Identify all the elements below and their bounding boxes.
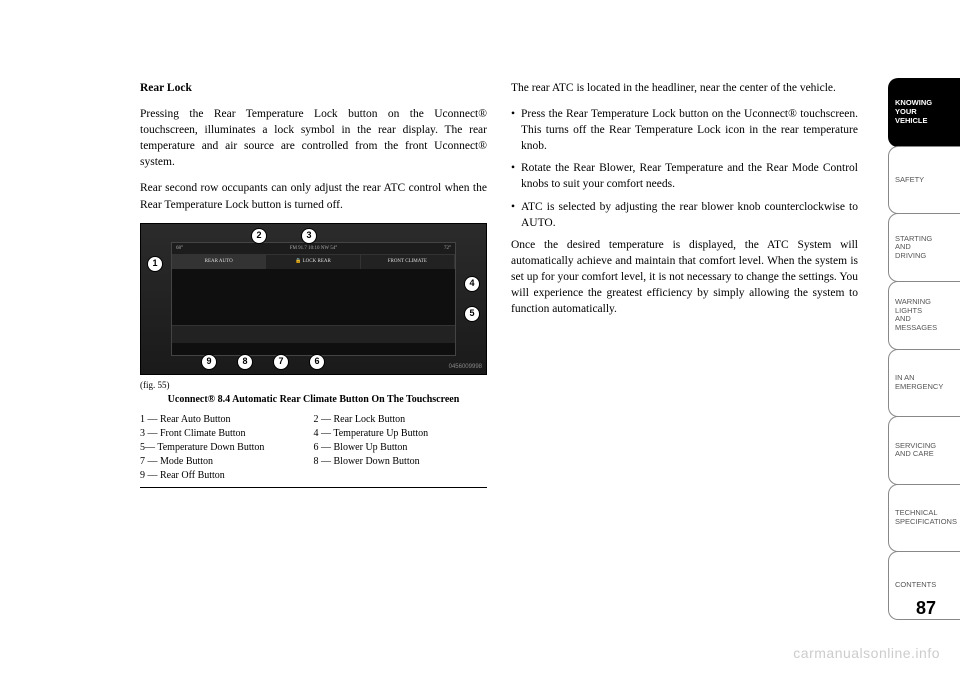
legend-item: 5— Temperature Down Button [140,441,314,455]
legend-item: 6 — Blower Up Button [314,441,488,455]
legend-item: 3 — Front Climate Button [140,427,314,441]
tab-label: SAFETY [895,176,924,185]
status-right: 72° [444,245,451,252]
legend-item: 2 — Rear Lock Button [314,413,488,427]
section-heading: Rear Lock [140,80,487,96]
touchscreen-mockup: 68° FM 91.7 10:10 NW 54° 72° REAR AUTO 🔒… [141,224,486,374]
lock-rear-tab[interactable]: 🔒 LOCK REAR [266,255,360,269]
legend-row: 9 — Rear Off Button [140,469,487,483]
tab-label: SERVICING AND CARE [895,442,936,459]
callout-3: 3 [301,228,317,244]
body-paragraph: The rear ATC is located in the headliner… [511,80,858,96]
climate-controls-area [172,269,455,325]
tab-servicing-and-care[interactable]: SERVICING AND CARE [888,416,960,485]
bullet-dot: • [511,199,521,231]
page-container: Rear Lock Pressing the Rear Temperature … [0,0,960,679]
callout-6: 6 [309,354,325,370]
figure-55: 68° FM 91.7 10:10 NW 54° 72° REAR AUTO 🔒… [140,223,487,375]
tab-label: CONTENTS [895,581,936,590]
tab-label: STARTING AND DRIVING [895,235,932,261]
legend-row: 3 — Front Climate Button 4 — Temperature… [140,427,487,441]
status-bar: 68° FM 91.7 10:10 NW 54° 72° [172,243,455,255]
section-tabs-sidebar: KNOWING YOUR VEHICLE SAFETY STARTING AND… [888,0,960,679]
figure-title: Uconnect® 8.4 Automatic Rear Climate But… [140,393,487,407]
tab-starting-and-driving[interactable]: STARTING AND DRIVING [888,213,960,282]
legend-item: 7 — Mode Button [140,455,314,469]
legend-item: 8 — Blower Down Button [314,455,488,469]
touchscreen-inner: 68° FM 91.7 10:10 NW 54° 72° REAR AUTO 🔒… [171,242,456,356]
front-climate-tab[interactable]: FRONT CLIMATE [361,255,455,269]
bullet-text: Press the Rear Temperature Lock button o… [521,106,858,154]
bottom-softkey-bar [172,325,455,343]
callout-2: 2 [251,228,267,244]
callout-4: 4 [464,276,480,292]
tab-label: KNOWING YOUR VEHICLE [895,99,932,125]
callout-8: 8 [237,354,253,370]
tab-label: WARNING LIGHTS AND MESSAGES [895,298,937,333]
content-area: Rear Lock Pressing the Rear Temperature … [0,0,888,679]
legend-item [314,469,488,483]
bullet-item: • Press the Rear Temperature Lock button… [511,106,858,154]
callout-1: 1 [147,256,163,272]
callout-9: 9 [201,354,217,370]
legend-row: 5— Temperature Down Button 6 — Blower Up… [140,441,487,455]
tab-safety[interactable]: SAFETY [888,146,960,215]
watermark: carmanualsonline.info [793,645,940,661]
callout-7: 7 [273,354,289,370]
legend-row: 1 — Rear Auto Button 2 — Rear Lock Butto… [140,413,487,427]
body-paragraph: Rear second row occupants can only adjus… [140,180,487,212]
legend-item: 9 — Rear Off Button [140,469,314,483]
tab-label: TECHNICAL SPECIFICATIONS [895,509,957,526]
tab-in-an-emergency[interactable]: IN AN EMERGENCY [888,349,960,418]
legend-row: 7 — Mode Button 8 — Blower Down Button [140,455,487,469]
image-id: 0456009998 [449,363,482,371]
tab-technical-specifications[interactable]: TECHNICAL SPECIFICATIONS [888,484,960,553]
tab-knowing-your-vehicle[interactable]: KNOWING YOUR VEHICLE [888,78,960,147]
climate-tabbar: REAR AUTO 🔒 LOCK REAR FRONT CLIMATE [172,255,455,269]
right-column: The rear ATC is located in the headliner… [511,80,858,659]
legend-item: 4 — Temperature Up Button [314,427,488,441]
bullet-dot: • [511,160,521,192]
rear-auto-tab[interactable]: REAR AUTO [172,255,266,269]
tab-warning-lights-and-messages[interactable]: WARNING LIGHTS AND MESSAGES [888,281,960,350]
bullet-item: • Rotate the Rear Blower, Rear Temperatu… [511,160,858,192]
figure-legend: 1 — Rear Auto Button 2 — Rear Lock Butto… [140,413,487,488]
bullet-text: Rotate the Rear Blower, Rear Temperature… [521,160,858,192]
bullet-item: • ATC is selected by adjusting the rear … [511,199,858,231]
callout-5: 5 [464,306,480,322]
body-paragraph: Once the desired temperature is displaye… [511,237,858,317]
bullet-text: ATC is selected by adjusting the rear bl… [521,199,858,231]
legend-item: 1 — Rear Auto Button [140,413,314,427]
left-column: Rear Lock Pressing the Rear Temperature … [140,80,487,659]
status-mid: FM 91.7 10:10 NW 54° [290,245,338,252]
status-left: 68° [176,245,183,252]
page-number: 87 [916,598,936,619]
bullet-dot: • [511,106,521,154]
figure-reference: (fig. 55) [140,379,487,392]
tab-label: IN AN EMERGENCY [895,374,943,391]
body-paragraph: Pressing the Rear Temperature Lock butto… [140,106,487,170]
